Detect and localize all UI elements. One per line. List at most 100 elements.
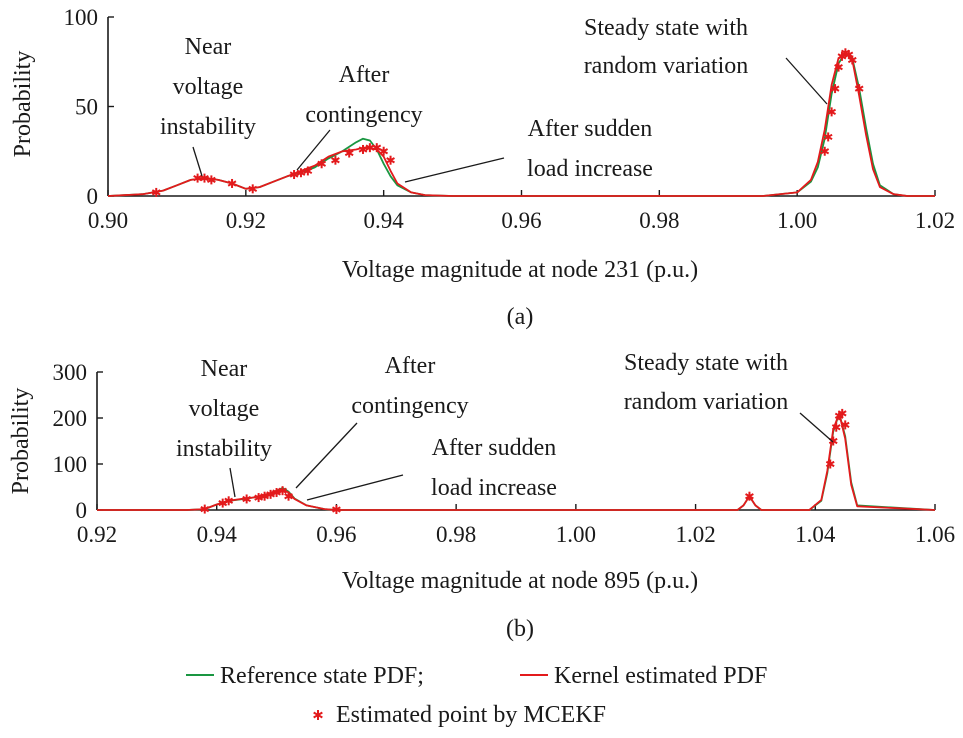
legend-label-kernel: Kernel estimated PDF [554,663,767,689]
panel-b-mcekf-point [745,491,754,501]
panel-b-x-tick-label: 0.92 [77,522,117,547]
panel-a-x-tick-label: 0.96 [501,208,541,233]
panel-b-mcekf-point [266,489,275,499]
panel-b-x-tick-label: 1.06 [915,522,955,547]
b-leader-near-instability [229,467,236,498]
annotation-contingency-line1: After [339,62,390,88]
b-annotation-contingency-line2: contingency [351,393,468,419]
leader-sudden-load [404,157,505,183]
panel-b-x-tick-label: 1.02 [675,522,715,547]
panel-a-y-axis-label: Probability [10,51,36,158]
panel-b-x-tick-label: 0.96 [316,522,356,547]
annotation-steady-state-line2: random variation [584,53,749,79]
legend-asterisk-marker [313,710,323,720]
leader-near-instability [192,146,203,177]
panel-b-mcekf-point [242,494,252,504]
panel-a-mcekf-point [847,55,857,65]
panel-a-mcekf-point [206,175,216,185]
annotation-sudden-load-line1: After sudden [528,116,653,142]
panel-a-x-tick-label: 1.02 [915,208,955,233]
panel-a-mcekf-point [344,148,354,158]
panel-b-y-tick-label: 200 [53,406,88,431]
panel-a: 0.90 0.92 0.94 0.96 0.98 1.00 1.02 0 50 100 Near … [10,5,955,330]
panel-b-mcekf-point [840,420,850,430]
panel-b-x-tick-label: 1.00 [556,522,596,547]
panel-a-mcekf-point [331,155,340,165]
b-annotation-near-instability-line3: instability [176,436,272,462]
annotation-steady-state-line1: Steady state with [584,15,748,41]
panel-a-x-tick-label: 0.92 [226,208,266,233]
panel-a-mcekf-point [317,159,327,169]
panel-a-mcekf-point [248,184,258,194]
b-annotation-steady-state-line2: random variation [624,389,789,415]
b-annotation-sudden-load-line1: After sudden [432,435,557,461]
annotation-near-instability-line3: instability [160,114,256,140]
legend: Reference state PDF; Kernel estimated PD… [186,663,767,728]
b-annotation-steady-state-line1: Steady state with [624,350,788,376]
panel-a-y-tick-label: 0 [87,184,99,209]
panel-a-annotations: Near voltage instability After contingen… [160,15,828,183]
panel-b-y-tick-label: 0 [76,498,88,523]
panel-a-mcekf-point [386,155,395,165]
b-leader-contingency [295,422,358,489]
panel-b-caption: (b) [506,616,534,642]
panel-a-x-tick-label: 0.94 [364,208,405,233]
panel-a-mcekf-point [827,107,837,117]
legend-label-reference: Reference state PDF; [220,663,424,689]
panel-b-y-tick-label: 100 [53,452,88,477]
leader-contingency [296,129,331,171]
b-annotation-contingency-line1: After [385,353,436,379]
panel-b-x-tick-label: 0.98 [436,522,476,547]
panel-a-x-tick-label: 0.90 [88,208,128,233]
panel-a-mcekf-point [303,166,313,176]
panel-b: 0.92 0.94 0.96 0.98 1.00 1.02 1.04 1.06 0 100 200 3… [8,350,955,642]
leader-steady-state [785,57,828,105]
panel-b-x-tick-label: 1.04 [795,522,836,547]
panel-a-x-tick-label: 1.00 [777,208,817,233]
annotation-sudden-load-line2: load increase [527,156,653,182]
b-annotation-near-instability-line2: voltage [189,396,260,422]
panel-a-mcekf-point [854,84,864,94]
panel-a-mcekf-point [227,178,237,188]
panel-a-y-tick-label: 50 [75,95,98,120]
legend-swatch-mcekf [313,710,323,720]
panel-a-caption: (a) [507,304,534,330]
panel-a-mcekf-point [834,62,843,72]
panel-a-markers [151,48,864,197]
panel-b-y-axis-label: Probability [8,388,34,495]
annotation-near-instability-line2: voltage [173,74,244,100]
panel-a-mcekf-point [830,84,840,94]
legend-label-mcekf: Estimated point by MCEKF [336,702,606,728]
panel-b-mcekf-point [332,505,341,515]
panel-b-mcekf-point [284,491,293,501]
panel-b-mcekf-point [837,408,847,418]
panel-a-x-tick-label: 0.98 [639,208,679,233]
b-leader-sudden-load [306,474,404,501]
panel-b-y-tick-label: 300 [53,360,88,385]
panel-b-mcekf-point [825,459,835,469]
panel-a-mcekf-point [379,146,389,156]
panel-a-mcekf-point [372,143,382,153]
panel-a-mcekf-point [358,144,368,154]
panel-a-mcekf-point [289,170,299,180]
panel-b-mcekf-point [831,422,841,432]
b-leader-steady-state [799,412,834,443]
panel-a-mcekf-point [823,132,833,142]
panel-b-annotations: Near voltage instability After contingen… [176,350,834,501]
panel-b-mcekf-point [272,488,281,498]
panel-a-mcekf-point [151,187,161,197]
panel-b-mcekf-point [278,486,287,496]
b-annotation-sudden-load-line2: load increase [431,475,557,501]
b-annotation-near-instability-line1: Near [201,356,248,382]
panel-a-mcekf-point [296,168,306,178]
panel-b-x-tick-label: 0.94 [197,522,238,547]
panel-b-mcekf-point [260,491,269,501]
panel-a-mcekf-point [820,146,830,156]
panel-b-x-axis-label: Voltage magnitude at node 895 (p.u.) [342,568,698,594]
panel-a-x-axis-label: Voltage magnitude at node 231 (p.u.) [342,257,698,283]
panel-a-y-tick-label: 100 [64,5,99,30]
panel-a-mcekf-point [200,173,209,183]
annotation-near-instability-line1: Near [185,34,232,60]
annotation-contingency-line2: contingency [305,102,422,128]
